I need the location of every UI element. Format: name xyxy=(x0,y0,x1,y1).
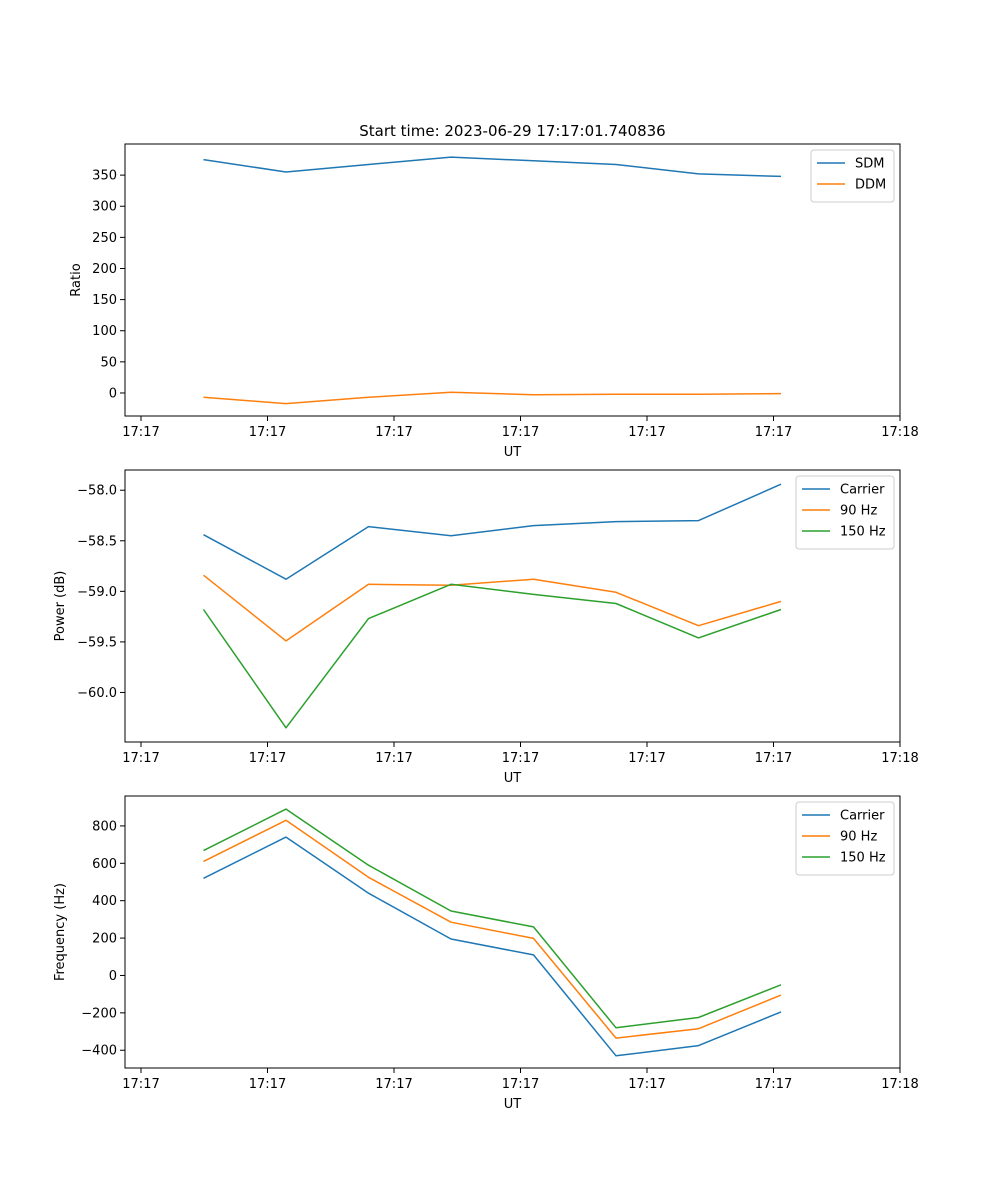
ratio-y-tick-label: 50 xyxy=(100,355,117,370)
ratio-x-tick-label: 17:17 xyxy=(628,425,665,440)
ratio-x-tick-label: 17:17 xyxy=(755,425,792,440)
frequency-x-tick-label: 17:17 xyxy=(249,1077,286,1092)
power-series-150-hz xyxy=(202,583,782,729)
power-series-carrier xyxy=(203,483,782,580)
power-x-tick-label: 17:17 xyxy=(755,751,792,766)
frequency-y-tick-label: −400 xyxy=(81,1044,117,1059)
power-x-axis-label: UT xyxy=(504,771,522,786)
power-y-tick-label: −59.0 xyxy=(77,585,117,600)
ratio-panel: 17:17 17:17 17:17 17:17 17:17 17:17 17:18 0 50 10… xyxy=(69,143,919,460)
frequency-series-carrier xyxy=(203,836,782,1057)
ratio-y-tick-label: 200 xyxy=(92,262,117,277)
frequency-y-tick-label: 0 xyxy=(109,969,117,984)
power-x-tick-label: 17:17 xyxy=(249,751,286,766)
power-y-axis-label: Power (dB) xyxy=(53,571,68,642)
frequency-x-tick-label: 17:17 xyxy=(755,1077,792,1092)
ratio-y-axis-label: Ratio xyxy=(69,263,84,296)
frequency-x-tick-label: 17:17 xyxy=(122,1077,159,1092)
ratio-x-tick-label: 17:17 xyxy=(502,425,539,440)
ratio-legend-label: SDM xyxy=(855,157,884,172)
frequency-y-tick-label: −200 xyxy=(81,1006,117,1021)
ratio-x-tick-label: 17:17 xyxy=(249,425,286,440)
power-x-tick-label: 17:18 xyxy=(881,751,918,766)
frequency-plot-frame xyxy=(124,795,901,1069)
frequency-y-tick-label: 600 xyxy=(92,857,117,872)
frequency-legend-label: 150 Hz xyxy=(840,851,886,866)
frequency-x-tick-label: 17:17 xyxy=(375,1077,412,1092)
frequency-series-150-hz xyxy=(203,808,782,1029)
figure-title: Start time: 2023-06-29 17:17:01.740836 xyxy=(359,122,665,140)
frequency-legend-label: 90 Hz xyxy=(840,830,877,845)
frequency-y-tick-label: 200 xyxy=(92,932,117,947)
frequency-series-90-hz xyxy=(203,819,782,1039)
power-y-tick-label: −58.0 xyxy=(77,484,117,499)
ratio-y-tick-label: 150 xyxy=(92,293,117,308)
ratio-y-tick-label: 100 xyxy=(92,324,117,339)
frequency-x-tick-label: 17:17 xyxy=(628,1077,665,1092)
power-y-tick-label: −59.5 xyxy=(77,635,117,650)
frequency-x-axis-label: UT xyxy=(504,1097,522,1112)
frequency-y-tick-label: 800 xyxy=(92,819,117,834)
power-x-tick-label: 17:17 xyxy=(375,751,412,766)
power-y-tick-label: −60.0 xyxy=(77,686,117,701)
ratio-x-tick-label: 17:18 xyxy=(881,425,918,440)
frequency-legend-label: Carrier xyxy=(840,809,885,824)
frequency-x-tick-label: 17:18 xyxy=(881,1077,918,1092)
power-panel: 17:17 17:17 17:17 17:17 17:17 17:17 17:18 −58.0… xyxy=(53,469,919,786)
ratio-x-tick-label: 17:17 xyxy=(375,425,412,440)
frequency-x-tick-label: 17:17 xyxy=(502,1077,539,1092)
ratio-series-sdm xyxy=(203,156,782,178)
ratio-y-tick-label: 0 xyxy=(109,386,117,401)
ratio-x-tick-label: 17:17 xyxy=(122,425,159,440)
frequency-panel: 17:17 17:17 17:17 17:17 17:17 17:17 17:18 −400 −… xyxy=(53,795,919,1112)
ratio-x-axis-label: UT xyxy=(504,445,522,460)
power-legend-label: Carrier xyxy=(840,483,885,498)
power-x-tick-label: 17:17 xyxy=(502,751,539,766)
ratio-y-tick-label: 350 xyxy=(92,169,117,184)
ratio-y-tick-label: 250 xyxy=(92,231,117,246)
ratio-series-ddm xyxy=(203,391,782,405)
power-plot-frame xyxy=(124,469,901,743)
ratio-plot-frame xyxy=(124,143,901,417)
ratio-y-tick-label: 300 xyxy=(92,200,117,215)
power-x-tick-label: 17:17 xyxy=(122,751,159,766)
power-x-tick-label: 17:17 xyxy=(628,751,665,766)
ratio-legend-label: DDM xyxy=(855,178,886,193)
frequency-y-tick-label: 400 xyxy=(92,894,117,909)
frequency-y-axis-label: Frequency (Hz) xyxy=(53,883,68,981)
power-legend-label: 150 Hz xyxy=(840,525,886,540)
power-series-90-hz xyxy=(203,574,782,642)
power-y-tick-label: −58.5 xyxy=(77,534,117,549)
power-legend-label: 90 Hz xyxy=(840,504,877,519)
